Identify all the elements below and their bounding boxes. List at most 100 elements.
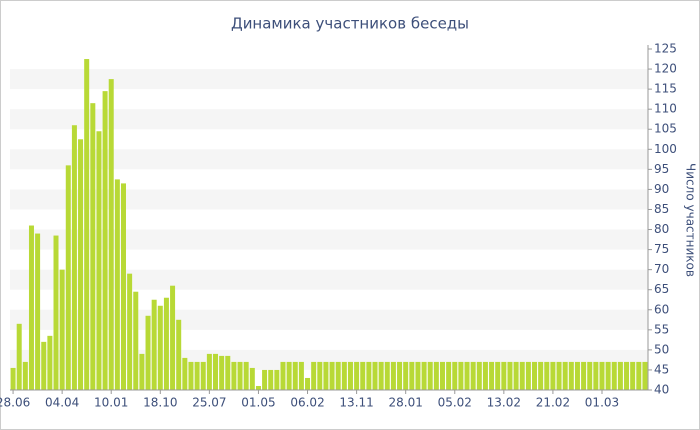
bar [501, 361, 507, 390]
bar [581, 361, 587, 390]
x-tick-label: 04.04 [45, 396, 79, 410]
bar [90, 103, 96, 390]
bar [562, 361, 568, 390]
bar [470, 361, 476, 390]
x-tick-label: 21.02 [536, 396, 570, 410]
bar [268, 369, 274, 390]
bar [513, 361, 519, 390]
bar [317, 361, 323, 390]
bar [35, 233, 41, 390]
y-tick-label: 125 [654, 42, 677, 56]
bar [532, 361, 538, 390]
grid-band [10, 109, 648, 130]
bar [145, 315, 151, 390]
bar [108, 79, 114, 390]
bar [495, 361, 501, 390]
bar [611, 361, 617, 390]
bar [65, 165, 71, 390]
bar [292, 361, 298, 390]
bar [231, 361, 237, 390]
y-tick-label: 75 [654, 242, 669, 256]
bar [538, 361, 544, 390]
bar [182, 357, 188, 390]
grid-band [10, 349, 648, 370]
x-tick-label: 01.03 [585, 396, 619, 410]
bar [249, 367, 255, 390]
grid-band [10, 309, 648, 330]
bar [624, 361, 630, 390]
bar [28, 225, 34, 390]
bar [593, 361, 599, 390]
bar [151, 299, 157, 390]
y-tick-label: 85 [654, 202, 669, 216]
bar [415, 361, 421, 390]
bar [206, 353, 212, 390]
bar [237, 361, 243, 390]
y-tick-label: 105 [654, 122, 677, 136]
bar [464, 361, 470, 390]
bar [102, 91, 108, 390]
bar [194, 361, 200, 390]
bar [642, 361, 648, 390]
x-tick-label: 25.07 [192, 396, 226, 410]
y-tick-label: 55 [654, 322, 669, 336]
bar [397, 361, 403, 390]
x-tick-label: 10.01 [94, 396, 128, 410]
bar [286, 361, 292, 390]
x-tick-label: 13.11 [339, 396, 373, 410]
bar [170, 285, 176, 390]
bar [636, 361, 642, 390]
bar [384, 361, 390, 390]
bar [556, 361, 562, 390]
bar [213, 353, 219, 390]
bar [372, 361, 378, 390]
bar [305, 377, 311, 390]
x-tick-label: 18.10 [143, 396, 177, 410]
bar [298, 361, 304, 390]
bar [47, 335, 53, 390]
y-tick-label: 65 [654, 282, 669, 296]
x-tick-label: 05.02 [438, 396, 472, 410]
bar [507, 361, 513, 390]
bar [489, 361, 495, 390]
bar [323, 361, 329, 390]
y-tick-label: 60 [654, 302, 669, 316]
y-tick-label: 120 [654, 62, 677, 76]
bar [630, 361, 636, 390]
y-tick-label: 70 [654, 262, 669, 276]
bar [587, 361, 593, 390]
bar [482, 361, 488, 390]
bar [96, 131, 102, 390]
bar [59, 269, 65, 390]
bar [347, 361, 353, 390]
y-tick-label: 45 [654, 362, 669, 376]
bar [335, 361, 341, 390]
chart-title: Динамика участников беседы [231, 15, 469, 33]
bar [605, 361, 611, 390]
bar [427, 361, 433, 390]
y-axis-title: Число участников [684, 163, 698, 277]
bar [617, 361, 623, 390]
bar [78, 139, 84, 390]
bar [403, 361, 409, 390]
bar [255, 385, 261, 390]
grid-band [10, 149, 648, 170]
y-tick-label: 95 [654, 162, 669, 176]
bar [421, 361, 427, 390]
bar [200, 361, 206, 390]
bar [139, 353, 145, 390]
bar [544, 361, 550, 390]
grid-band [10, 269, 648, 290]
y-tick-label: 50 [654, 342, 669, 356]
bar [225, 355, 231, 390]
bar [390, 361, 396, 390]
bar [176, 319, 182, 390]
bar [219, 355, 225, 390]
bar [525, 361, 531, 390]
bar [568, 361, 574, 390]
y-tick-label: 80 [654, 222, 669, 236]
bar [127, 273, 133, 390]
bar [133, 291, 139, 390]
x-tick-label: 06.02 [290, 396, 324, 410]
bar [114, 179, 120, 390]
